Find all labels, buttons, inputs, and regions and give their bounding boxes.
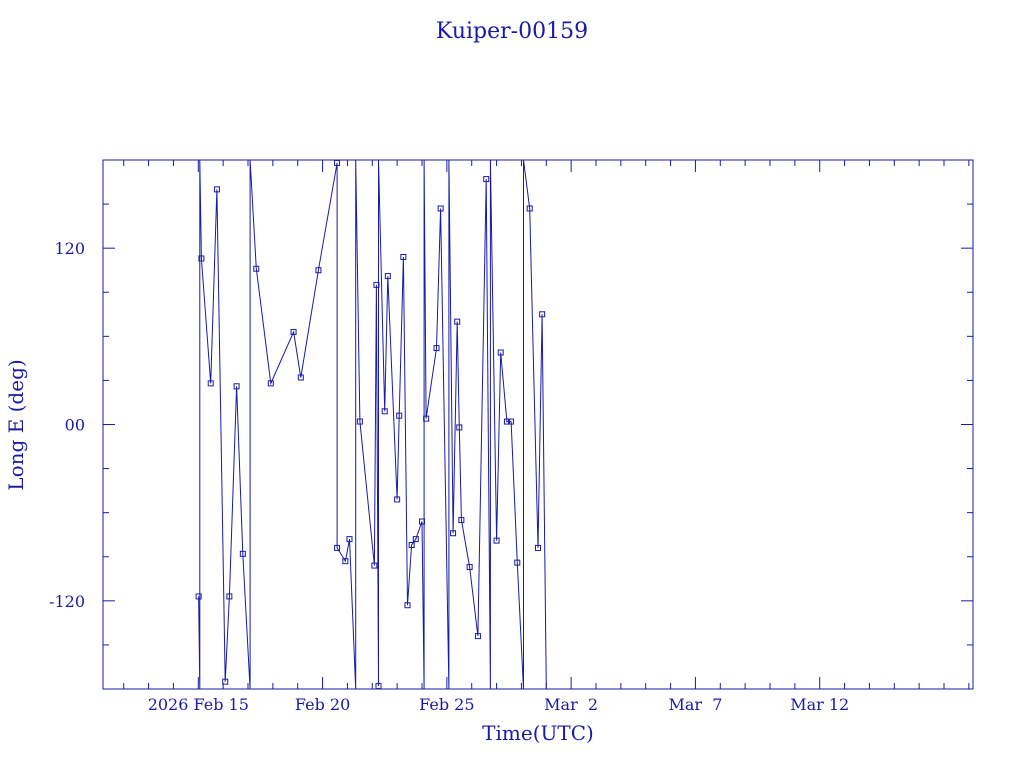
data-point bbox=[408, 541, 415, 548]
data-point bbox=[334, 159, 341, 166]
series-layer bbox=[195, 159, 547, 690]
data-point bbox=[222, 678, 229, 685]
y-tick-label: 00 bbox=[65, 416, 85, 435]
data-point bbox=[497, 349, 504, 356]
data-point bbox=[526, 205, 533, 212]
data-point bbox=[423, 415, 430, 422]
data-point bbox=[535, 544, 541, 551]
data-point bbox=[195, 593, 202, 600]
data-point bbox=[267, 380, 274, 387]
x-axis-label: Time(UTC) bbox=[482, 721, 594, 745]
x-tick-label: Mar 12 bbox=[790, 695, 849, 714]
data-point bbox=[371, 562, 378, 569]
data-point bbox=[396, 412, 403, 419]
data-point bbox=[346, 536, 353, 543]
data-point bbox=[381, 408, 388, 415]
plot-frame bbox=[102, 159, 974, 690]
data-point bbox=[373, 281, 380, 288]
data-point bbox=[334, 544, 341, 551]
y-axis-label: Long E (deg) bbox=[4, 359, 28, 490]
x-tick-label: Mar 2 bbox=[544, 695, 598, 714]
x-tick-label: Feb 20 bbox=[295, 695, 350, 714]
data-point bbox=[375, 683, 382, 690]
data-point bbox=[474, 633, 481, 640]
data-point bbox=[508, 418, 515, 425]
y-tick-label: -120 bbox=[49, 592, 85, 611]
data-point bbox=[503, 418, 510, 425]
data-point bbox=[433, 345, 440, 352]
data-point bbox=[454, 318, 461, 325]
data-point bbox=[253, 265, 260, 272]
data-point bbox=[315, 267, 322, 274]
data-point bbox=[493, 537, 500, 544]
chart-title: Kuiper-00159 bbox=[436, 19, 588, 44]
data-point bbox=[514, 559, 521, 566]
data-point bbox=[207, 380, 214, 387]
data-point bbox=[419, 518, 425, 525]
data-point bbox=[437, 205, 444, 212]
data-point bbox=[342, 558, 349, 565]
x-tick-label: Feb 25 bbox=[419, 695, 474, 714]
data-point bbox=[384, 273, 391, 280]
y-axis-ticks bbox=[103, 203, 973, 646]
data-point bbox=[450, 530, 457, 537]
data-point bbox=[239, 550, 246, 557]
data-point bbox=[400, 253, 407, 260]
data-point bbox=[456, 424, 463, 431]
y-axis-tick-labels: -120 00 120 bbox=[49, 239, 85, 611]
data-point bbox=[466, 564, 473, 571]
data-point bbox=[483, 176, 490, 183]
data-point bbox=[539, 311, 546, 318]
data-point bbox=[404, 602, 411, 609]
data-point bbox=[233, 383, 240, 390]
x-axis-ticks bbox=[123, 160, 970, 689]
data-point bbox=[213, 186, 220, 193]
data-point bbox=[394, 496, 401, 503]
data-point bbox=[198, 255, 205, 262]
x-tick-label: 2026 Feb 15 bbox=[148, 695, 249, 714]
x-axis-tick-labels: 2026 Feb 15 Feb 20 Feb 25 Mar 2 Mar 7 Mar 12 bbox=[148, 695, 850, 714]
data-point bbox=[226, 593, 233, 600]
y-tick-label: 120 bbox=[54, 239, 85, 258]
data-point bbox=[458, 517, 465, 524]
x-tick-label: Mar 7 bbox=[668, 695, 722, 714]
series-line bbox=[198, 159, 547, 690]
data-point bbox=[297, 374, 304, 381]
data-point bbox=[412, 536, 419, 543]
data-point bbox=[356, 418, 363, 425]
data-point bbox=[290, 328, 297, 335]
